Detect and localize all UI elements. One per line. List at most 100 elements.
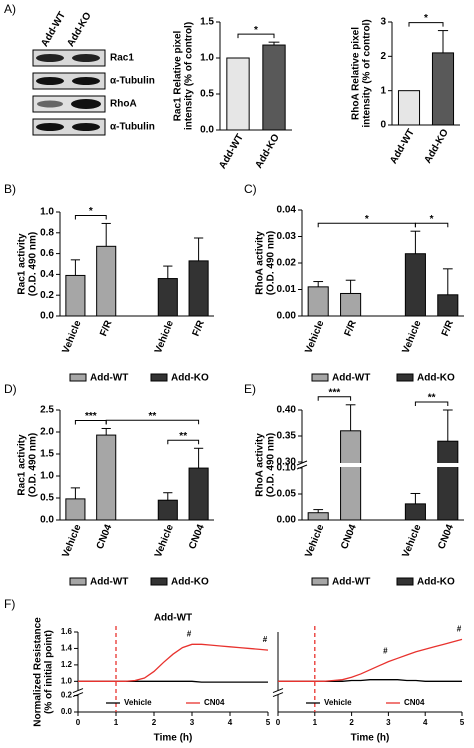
significance-label: * [424, 13, 428, 24]
significance-label: * [254, 25, 258, 36]
significance-label: * [430, 214, 434, 225]
y-tick-label: 2.5 [40, 405, 54, 416]
x-tick-label: CN04 [95, 523, 115, 551]
axis-break [72, 690, 84, 695]
break-mark [72, 692, 84, 698]
significance-label: * [365, 214, 369, 225]
bar [188, 260, 209, 317]
significance-bracket [74, 214, 107, 220]
y-axis-label: Rac1 activity [17, 233, 28, 295]
legend-label: Add-KO [417, 373, 455, 384]
y-tick-label: 1.5 [200, 17, 214, 28]
significance-bracket [408, 22, 444, 27]
significance-bracket [237, 33, 275, 39]
legend-label: CN04 [204, 698, 225, 707]
y-tick-label: 0.40 [277, 405, 297, 416]
x-tick-label: Vehicle [61, 523, 84, 559]
legend-label: CN04 [404, 698, 425, 707]
lane-label: Add-WT [39, 10, 68, 49]
y-tick-label: 1.6 [61, 627, 73, 636]
bar [340, 430, 362, 521]
significance-bracket [317, 396, 352, 401]
significance-bracket [414, 401, 449, 406]
band [36, 54, 64, 62]
legend-swatch [150, 373, 168, 382]
axis-break [272, 690, 284, 695]
y-tick-label: 1.0 [40, 471, 54, 482]
bar [188, 467, 209, 521]
x-axis-label: Time (h) [351, 733, 390, 744]
significance-label: ** [179, 431, 187, 442]
y-tick-label: 1.0 [61, 676, 73, 685]
y-axis-label: RhoA activity [255, 231, 266, 295]
band-label: α-Tubulin [110, 76, 155, 87]
x-tick-label: Add-KO [253, 132, 282, 170]
band [71, 99, 101, 109]
legend-swatch [396, 373, 414, 382]
legend-label: Add-KO [417, 577, 455, 588]
series-line [278, 638, 463, 682]
bar [96, 245, 117, 317]
y-tick-label: 0.01 [277, 284, 297, 295]
x-tick-label: CN04 [436, 523, 456, 551]
y-tick-label: 0.6 [40, 248, 54, 259]
y-axis-label: RhoA Relative pixel [351, 27, 362, 120]
x-tick-label: Vehicle [401, 319, 424, 355]
x-tick-label: Vehicle [303, 523, 326, 559]
significance-label: * [89, 206, 93, 217]
y-tick-label: 0.4 [40, 269, 54, 280]
y-tick-label: 0 [380, 120, 386, 131]
bar [65, 498, 86, 521]
x-tick-label: Vehicle [303, 319, 326, 355]
x-tick-label: Vehicle [153, 319, 176, 355]
y-tick-label: 2.0 [40, 427, 54, 438]
y-axis-label: (O.D. 490 nm) [28, 433, 39, 497]
bar [404, 253, 426, 317]
axis-break [296, 463, 464, 467]
band-label: RhoA [110, 99, 137, 110]
bar [307, 286, 329, 317]
series-line [78, 643, 269, 682]
bar [307, 512, 329, 521]
y-tick-label: 0.30 [277, 457, 297, 468]
band [36, 77, 64, 85]
x-axis-label: Time (h) [154, 733, 193, 744]
panel-label: C) [244, 182, 257, 196]
y-tick-label: 0.0 [40, 311, 54, 322]
x-tick-label: 1 [313, 718, 318, 727]
y-tick-label: 0.5 [200, 89, 214, 100]
y-axis-label: (O.D. 490 nm) [28, 232, 39, 296]
bar [157, 278, 178, 317]
y-tick-label: 0.0 [40, 515, 54, 526]
band [37, 100, 63, 108]
band-label: Rac1 [110, 53, 134, 64]
legend-label: Add-WT [90, 577, 128, 588]
x-tick-label: 0 [76, 718, 81, 727]
bar [157, 499, 178, 521]
legend-swatch [69, 577, 87, 586]
legend-swatch [311, 577, 329, 586]
break-mark [296, 464, 308, 470]
x-tick-label: F/R [191, 318, 208, 338]
bar [437, 294, 459, 317]
chart-title: Add-WT [154, 613, 192, 624]
legend-label: Add-KO [171, 577, 209, 588]
y-axis-label: Rac1 Relative pixel [173, 30, 184, 121]
bar [404, 503, 426, 521]
break-mark [296, 460, 308, 466]
band [72, 123, 100, 131]
band-label: α-Tubulin [110, 122, 155, 133]
x-tick-label: 1 [114, 718, 119, 727]
lane-label: Add-KO [65, 10, 94, 48]
y-tick-label: 0.0 [200, 125, 214, 136]
y-tick-label: 0.10 [277, 463, 297, 474]
y-axis-label: intensity (% of control) [362, 19, 373, 127]
y-tick-label: 0.04 [277, 205, 297, 216]
band [72, 77, 100, 85]
y-tick-label: 0.35 [277, 431, 297, 442]
significance-bracket [317, 222, 416, 228]
annotation: # [383, 647, 388, 656]
significance-label: ** [428, 393, 436, 404]
y-tick-label: 1.0 [200, 53, 214, 64]
x-tick-label: 5 [460, 718, 465, 727]
